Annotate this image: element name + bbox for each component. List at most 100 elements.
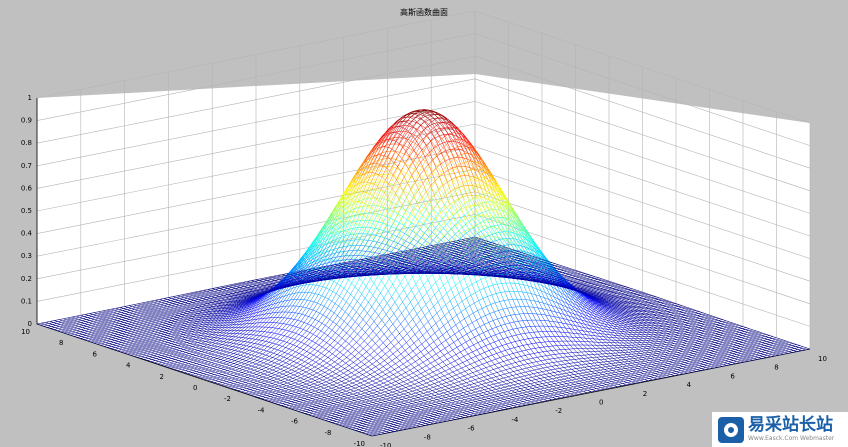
grid-line: [36, 146, 811, 259]
mesh-segment: [368, 258, 374, 260]
mesh-segment: [359, 268, 364, 270]
axes-box: [36, 98, 811, 437]
mesh-segment: [130, 309, 135, 311]
mesh-segment: [217, 298, 222, 301]
mesh-segment: [435, 250, 441, 253]
mesh-segment: [235, 292, 241, 295]
mesh-segment: [124, 321, 129, 323]
mesh-segment: [119, 315, 124, 317]
mesh-segment: [203, 295, 209, 298]
mesh-segment: [192, 301, 198, 303]
mesh-segment: [94, 325, 99, 328]
mesh-segment: [110, 317, 116, 319]
mesh-segment: [163, 306, 168, 308]
mesh-segment: [448, 257, 453, 259]
mesh-segment: [64, 322, 69, 325]
mesh-segment: [473, 246, 478, 249]
mesh-segment: [168, 303, 174, 305]
mesh-segment: [345, 264, 351, 266]
mesh-segment: [54, 319, 59, 321]
mesh-segment: [68, 321, 74, 324]
mesh-segment: [243, 287, 248, 289]
mesh-segment: [456, 255, 462, 257]
mesh-segment: [149, 301, 155, 304]
mesh-segment: [180, 295, 185, 298]
mesh-segment: [90, 326, 95, 328]
mesh-segment: [190, 298, 195, 300]
mesh-segment: [153, 302, 158, 305]
mesh-segment: [241, 290, 246, 292]
mesh-segment: [182, 298, 188, 300]
mesh-segment: [229, 289, 235, 292]
mesh-segment: [87, 316, 92, 318]
mesh-segment: [230, 295, 235, 297]
mesh-segment: [217, 290, 223, 293]
mesh-segment: [225, 290, 231, 293]
mesh-segment: [269, 281, 274, 284]
mesh-segment: [235, 287, 240, 289]
mesh-segment: [460, 240, 466, 242]
mesh-segment: [185, 292, 191, 295]
mesh-segment: [149, 317, 154, 320]
mesh-segment: [407, 259, 412, 261]
mesh-segment: [61, 321, 66, 323]
mesh-segment: [209, 292, 214, 295]
mesh-segment: [146, 314, 152, 317]
mesh-segment: [470, 252, 475, 255]
mesh-segment: [135, 313, 141, 315]
mesh-segment: [198, 298, 203, 300]
mesh-segment: [187, 303, 192, 306]
mesh-segment: [62, 326, 67, 329]
mesh-segment: [224, 297, 230, 300]
mesh-segment: [466, 237, 471, 239]
mesh-segment: [67, 323, 73, 326]
mesh-segment: [84, 315, 89, 317]
mesh-segment: [163, 312, 168, 315]
mesh-segment: [247, 286, 252, 288]
mesh-segment: [185, 301, 190, 303]
mesh-segment: [158, 300, 164, 302]
mesh-segment: [199, 296, 204, 298]
mesh-segment: [79, 316, 85, 318]
mesh-segment: [94, 318, 99, 320]
mesh-segment: [104, 312, 110, 315]
mesh-segment: [55, 324, 61, 326]
mesh-segment: [435, 243, 441, 246]
mesh-segment: [244, 285, 249, 287]
grid-line: [36, 55, 811, 169]
mesh-segment: [109, 326, 115, 328]
mesh-segment: [181, 300, 187, 302]
mesh-segment: [106, 317, 111, 320]
mesh-segment: [423, 251, 429, 253]
mesh-segment: [272, 282, 278, 284]
mesh-segment: [102, 316, 108, 319]
mesh-segment: [441, 254, 446, 257]
grid-line: [36, 10, 811, 124]
mesh-segment: [87, 330, 93, 332]
mesh-segment: [63, 317, 68, 320]
mesh-segment: [247, 280, 252, 282]
mesh-segment: [136, 311, 142, 314]
mesh-segment: [49, 322, 54, 324]
mesh-segment: [137, 318, 142, 320]
mesh-segment: [418, 247, 423, 249]
mesh-segment: [343, 261, 349, 263]
mesh-segment: [66, 318, 72, 321]
mesh-segment: [54, 326, 60, 328]
mesh-segment: [220, 285, 226, 287]
mesh-segment: [156, 304, 161, 306]
mesh-segment: [109, 319, 115, 321]
mesh-segment: [168, 296, 173, 298]
mesh-segment: [128, 304, 134, 306]
mesh-segment: [144, 304, 149, 307]
mesh-segment: [249, 282, 254, 285]
mesh-segment: [212, 293, 217, 296]
mesh-segment: [262, 285, 268, 288]
mesh-segment: [61, 328, 66, 331]
mesh-segment: [251, 279, 257, 281]
mesh-segment: [76, 322, 82, 324]
mesh-segment: [197, 291, 203, 294]
mesh-segment: [98, 310, 103, 313]
mesh-segment: [246, 287, 251, 290]
mesh-segment: [260, 277, 265, 280]
